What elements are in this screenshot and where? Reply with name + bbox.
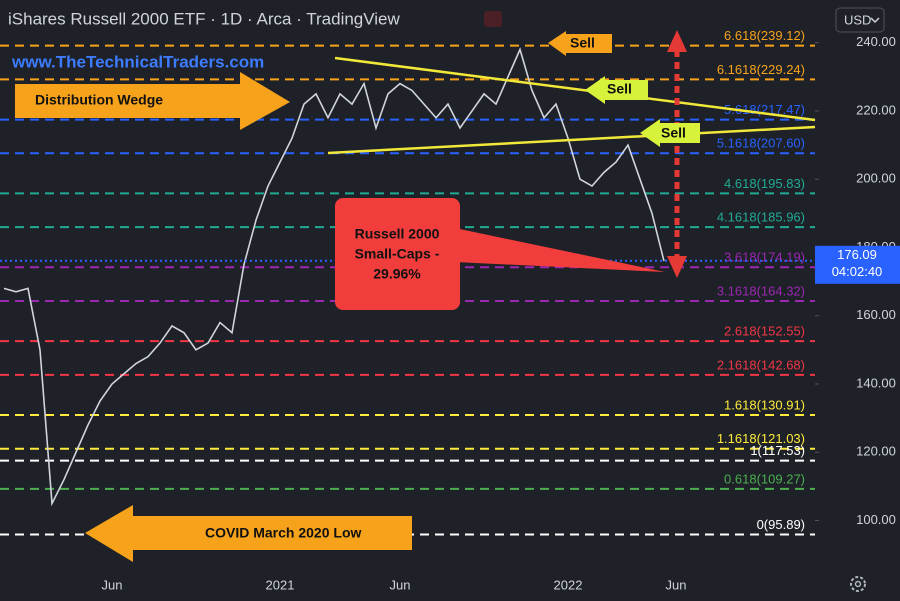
arrow-head: [667, 256, 687, 278]
price-line: [3, 47, 665, 507]
level-label: 1.618(130.91): [724, 397, 805, 412]
note-line: 29.96%: [373, 266, 421, 282]
x-tick-label: 2022: [554, 577, 583, 592]
x-tick-label: Jun: [390, 577, 411, 592]
arrow-head: [667, 30, 687, 52]
level-label: 3.1618(164.32): [717, 283, 805, 298]
level-label: 0.618(109.27): [724, 471, 805, 486]
y-tick-label: 140.00: [856, 375, 896, 390]
wedge-line: [334, 56, 816, 122]
price-layer: 176.09 04:02:40: [0, 47, 900, 507]
note-line: Russell 2000: [355, 226, 440, 242]
note-pointer: [455, 228, 665, 272]
level-label: 4.1618(185.96): [717, 210, 805, 225]
currency-button[interactable]: [835, 7, 885, 33]
level-label: 6.1618(229.24): [717, 62, 805, 77]
x-tick-label: 2021: [266, 577, 295, 592]
level-label: 2.618(152.55): [724, 324, 805, 339]
x-tick-label: Jun: [666, 577, 687, 592]
y-tick-label: 100.00: [856, 512, 896, 527]
level-label: 2.1618(142.68): [717, 357, 805, 372]
level-label: 1(117.53): [750, 443, 805, 458]
covid-arrow: [85, 505, 412, 562]
y-tick-label: 220.00: [856, 102, 896, 117]
sell-label: Sell: [607, 81, 632, 97]
last-price-box: [815, 245, 900, 284]
level-label: 4.618(195.83): [724, 176, 805, 191]
sell-arrow: [640, 119, 700, 147]
note-line: Small-Caps -: [355, 246, 440, 262]
sell-arrow: [548, 31, 612, 56]
y-tick-label: 160.00: [856, 307, 896, 322]
covid-label: COVID March 2020 Low: [205, 525, 361, 541]
wedge-line: [327, 125, 816, 155]
note-box: [335, 198, 460, 310]
wedge-label: Distribution Wedge: [35, 92, 163, 108]
chevron[interactable]: [870, 17, 880, 24]
y-tick-label: 240.00: [856, 34, 896, 49]
sell-label: Sell: [570, 35, 595, 51]
wedge-arrow: [15, 72, 290, 130]
website: www.TheTechnicalTraders.com: [11, 52, 264, 71]
sell-arrow: [585, 76, 648, 104]
level-label: 6.618(239.12): [724, 28, 805, 43]
indicator-icon: [484, 11, 502, 27]
countdown-label: 04:02:40: [832, 264, 883, 279]
level-label: 3.618(174.19): [724, 250, 805, 265]
level-label: 1.1618(121.03): [717, 431, 805, 446]
level-label: 0(95.89): [757, 517, 805, 532]
x-tick-label: Jun: [102, 577, 123, 592]
chart-title: iShares Russell 2000 ETF · 1D · Arca · T…: [8, 9, 401, 28]
sell-label: Sell: [661, 125, 686, 141]
settings-icon[interactable]: [854, 580, 862, 588]
y-tick-label: 120.00: [856, 444, 896, 459]
settings-icon[interactable]: [850, 576, 866, 592]
last-price-label: 176.09: [837, 247, 877, 262]
level-label: 5.1618(207.60): [717, 136, 805, 151]
level-label: 5.618(217.47): [724, 102, 805, 117]
currency-label[interactable]: USD: [844, 12, 871, 27]
y-tick-label: 200.00: [856, 171, 896, 186]
